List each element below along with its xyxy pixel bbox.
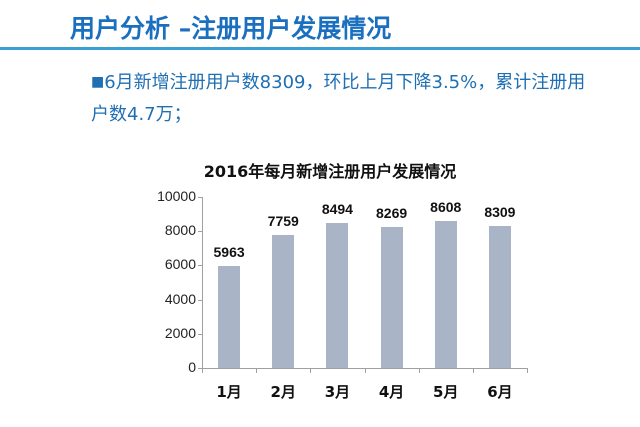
y-axis-line — [202, 197, 203, 368]
x-tick-mark — [202, 368, 203, 373]
y-tick-mark — [198, 299, 202, 301]
y-tick-label: 0 — [188, 359, 196, 375]
x-tick-label: 4月 — [378, 383, 405, 401]
page-title: 用户分析 –注册用户发展情况 — [70, 14, 392, 43]
y-tick-mark — [198, 265, 202, 267]
bar-4 — [380, 226, 403, 368]
x-tick-label: 1月 — [216, 383, 242, 401]
y-tick-label: 4000 — [164, 290, 196, 307]
y-tick-label: 8000 — [164, 222, 196, 239]
bar-5 — [434, 220, 457, 368]
bullet-square-icon: ■ — [91, 74, 105, 90]
x-tick-label: 5月 — [433, 383, 459, 401]
bar-value-label: 7759 — [267, 213, 299, 230]
x-tick-label: 6月 — [487, 383, 513, 401]
bar-6 — [488, 225, 511, 368]
bar-value-label: 8608 — [430, 198, 462, 215]
bar-2 — [272, 235, 295, 368]
summary-text: 6月新增注册用户数8309，环比上月下降3.5%，累计注册用户数4.7万； — [91, 72, 586, 125]
x-tick-label: 3月 — [324, 383, 351, 401]
y-tick-label: 6000 — [164, 256, 196, 273]
x-tick-mark — [364, 368, 366, 373]
x-tick-mark — [418, 368, 420, 373]
bar-3 — [326, 222, 349, 368]
x-tick-mark — [472, 368, 474, 373]
bar-value-label: 8269 — [376, 204, 408, 221]
bar-value-label: 8309 — [484, 203, 516, 220]
bar-value-label: 5963 — [213, 244, 245, 261]
y-tick-mark — [198, 333, 202, 335]
x-tick-label: 2月 — [270, 383, 296, 401]
bar-value-label: 8494 — [321, 200, 353, 217]
y-tick-label: 10000 — [157, 188, 196, 204]
bar-1 — [218, 266, 241, 368]
y-tick-mark — [198, 231, 202, 233]
y-tick-label: 2000 — [164, 324, 196, 341]
y-tick-mark — [198, 197, 202, 198]
header-divider — [0, 47, 640, 50]
x-tick-mark — [256, 368, 258, 373]
chart-title: 2016年每月新增注册用户发展情况 — [203, 162, 457, 181]
x-tick-mark — [310, 368, 312, 373]
x-tick-mark — [527, 368, 528, 373]
summary-bullet: ■6月新增注册用户数8309，环比上月下降3.5%，累计注册用户数4.7万； — [91, 66, 601, 131]
y-tick-mark — [198, 368, 202, 369]
